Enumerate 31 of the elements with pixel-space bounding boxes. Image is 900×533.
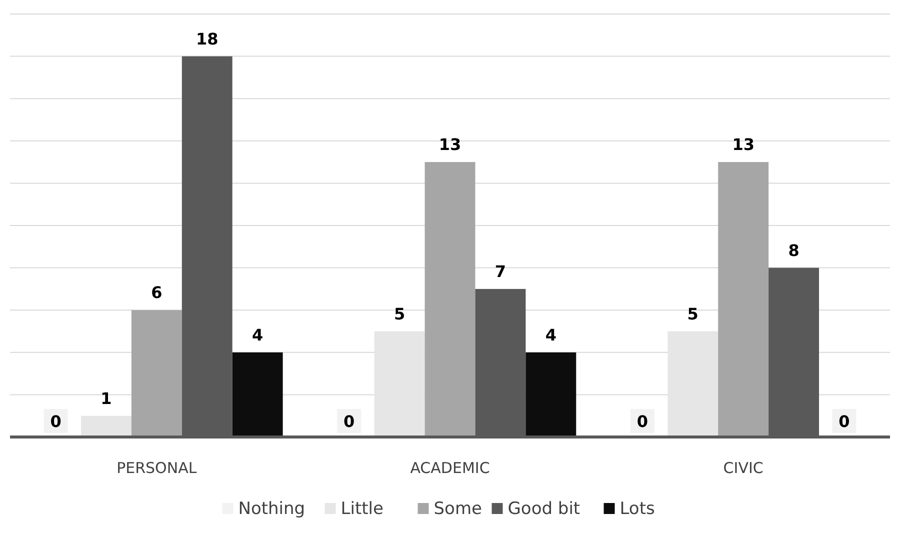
x-tick-label: PERSONAL [116,459,198,477]
x-tick-label: ACADEMIC [410,459,490,477]
bar [668,331,718,437]
data-label: 5 [687,304,698,324]
legend-label: Little [340,499,384,519]
data-label: 0 [636,412,648,431]
legend-label: Good bit [508,499,580,519]
data-label: 0 [344,412,355,431]
bar [80,416,132,437]
data-label: 6 [151,283,162,302]
bar [374,331,425,437]
bar [718,162,769,437]
legend-label: Lots [620,499,655,519]
data-label: 0 [838,412,850,431]
legend-label: Nothing [238,499,306,519]
data-label: 13 [732,135,754,154]
bar [232,352,283,437]
bar [526,352,576,437]
data-label: 18 [196,29,218,48]
data-label: 5 [394,304,406,324]
bar [424,162,476,437]
data-label: 8 [788,240,800,260]
bar [131,310,182,437]
data-label: 1 [100,388,112,408]
data-label: 13 [438,135,462,154]
data-label: 7 [494,262,506,281]
x-tick-label: CIVIC [723,459,764,477]
legend-label: Some [434,499,482,519]
data-label: 4 [545,325,556,344]
data-label: 0 [50,412,62,431]
data-label: 4 [252,325,264,344]
